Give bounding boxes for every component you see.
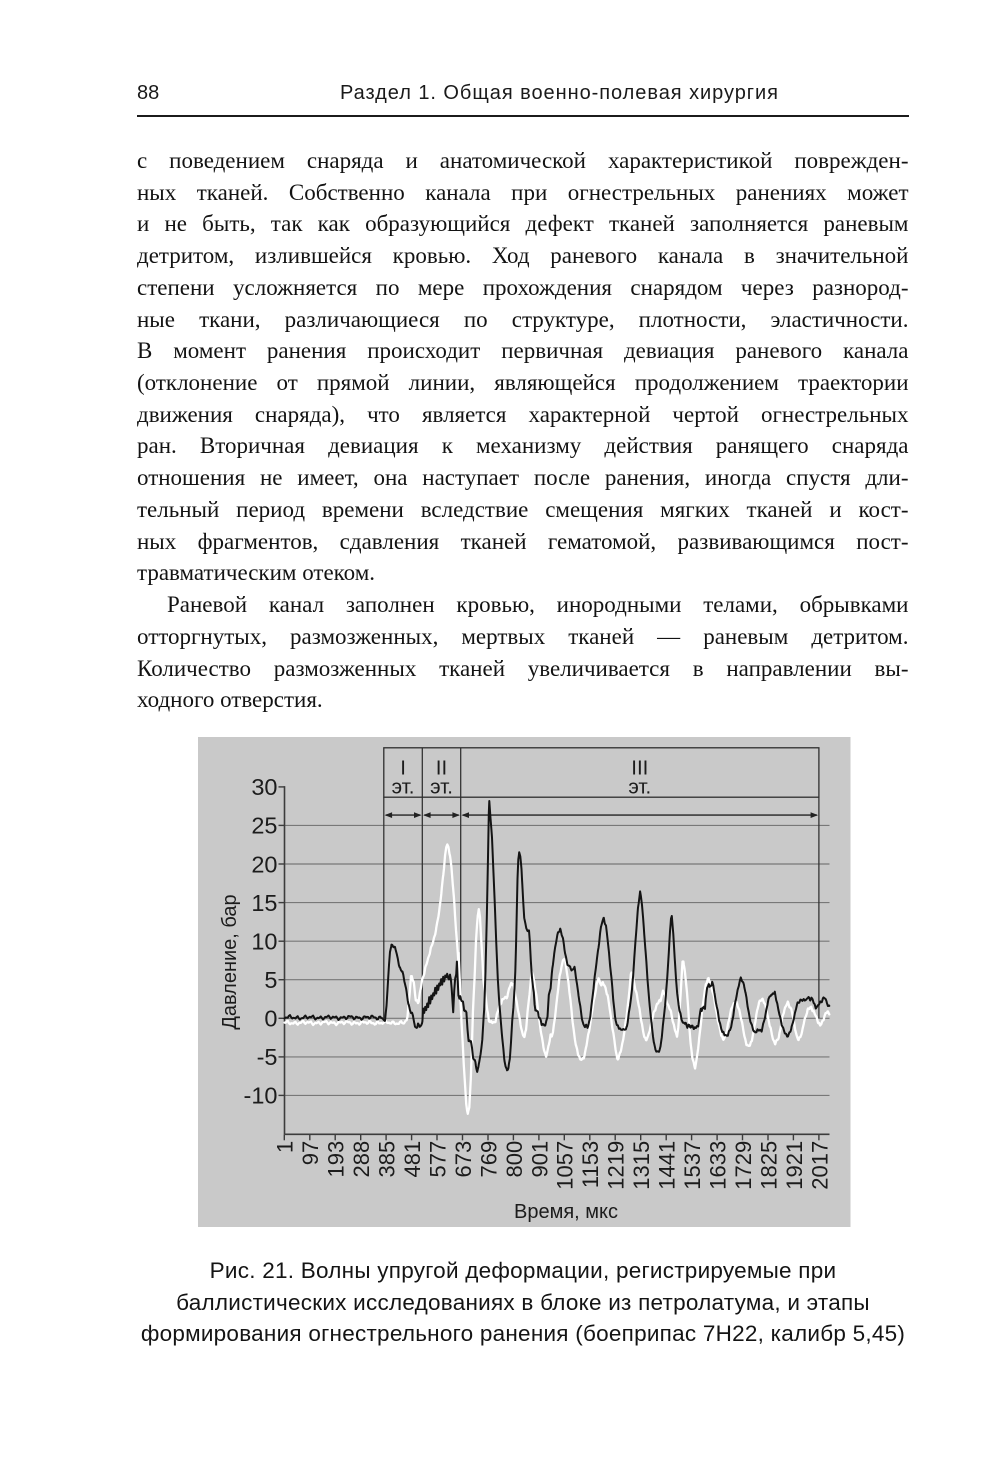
svg-text:-5: -5 bbox=[257, 1044, 278, 1070]
svg-text:20: 20 bbox=[251, 851, 277, 877]
svg-text:97: 97 bbox=[298, 1140, 323, 1164]
svg-text:Давление, бар: Давление, бар bbox=[219, 894, 241, 1029]
svg-text:I: I bbox=[400, 756, 406, 779]
svg-text:25: 25 bbox=[251, 812, 277, 838]
svg-text:15: 15 bbox=[251, 889, 277, 915]
svg-text:10: 10 bbox=[251, 928, 277, 954]
svg-text:III: III bbox=[631, 756, 648, 779]
svg-text:-10: -10 bbox=[244, 1082, 278, 1108]
svg-text:1729: 1729 bbox=[731, 1140, 756, 1189]
svg-text:385: 385 bbox=[375, 1140, 400, 1177]
svg-text:II: II bbox=[436, 756, 447, 779]
svg-text:30: 30 bbox=[251, 774, 277, 800]
svg-text:1057: 1057 bbox=[553, 1140, 578, 1189]
svg-text:481: 481 bbox=[400, 1140, 425, 1177]
svg-text:288: 288 bbox=[349, 1140, 374, 1177]
svg-text:1825: 1825 bbox=[756, 1140, 781, 1189]
svg-text:эт.: эт. bbox=[430, 775, 453, 798]
svg-text:1: 1 bbox=[273, 1140, 298, 1152]
svg-text:Время, мкс: Время, мкс bbox=[514, 1201, 618, 1223]
svg-text:эт.: эт. bbox=[628, 775, 651, 798]
svg-text:1921: 1921 bbox=[782, 1140, 807, 1189]
svg-text:577: 577 bbox=[425, 1140, 450, 1177]
svg-text:769: 769 bbox=[476, 1140, 501, 1177]
svg-text:193: 193 bbox=[324, 1140, 349, 1177]
svg-text:1441: 1441 bbox=[655, 1140, 680, 1189]
svg-text:901: 901 bbox=[527, 1140, 552, 1177]
svg-text:800: 800 bbox=[502, 1140, 527, 1177]
svg-text:1315: 1315 bbox=[629, 1140, 654, 1189]
svg-text:1153: 1153 bbox=[578, 1140, 603, 1187]
svg-text:0: 0 bbox=[264, 1005, 277, 1031]
svg-text:эт.: эт. bbox=[392, 775, 415, 798]
svg-text:5: 5 bbox=[264, 967, 277, 993]
svg-text:1633: 1633 bbox=[706, 1140, 731, 1189]
svg-text:1537: 1537 bbox=[680, 1140, 705, 1189]
svg-text:2017: 2017 bbox=[807, 1140, 832, 1189]
svg-text:1219: 1219 bbox=[604, 1140, 629, 1189]
svg-text:673: 673 bbox=[451, 1140, 476, 1177]
